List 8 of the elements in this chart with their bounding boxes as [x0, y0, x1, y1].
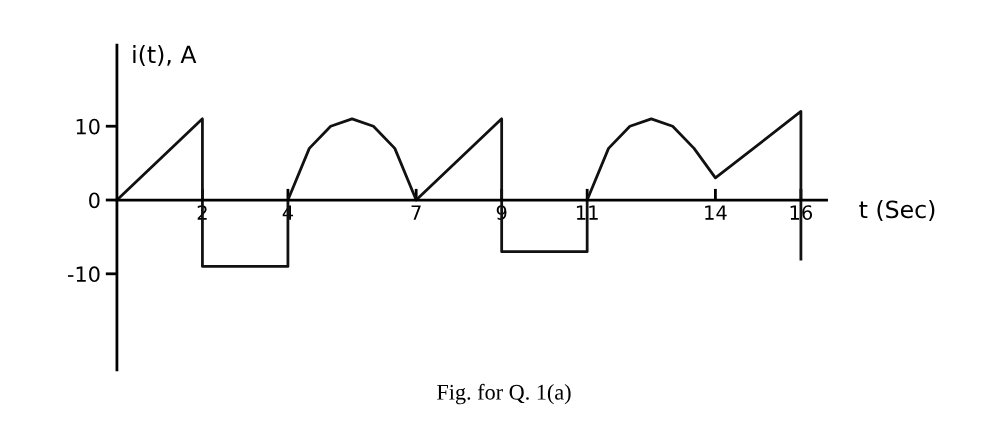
y-tick-label: 0: [89, 192, 100, 209]
y-tick-label: 10: [76, 118, 100, 135]
x-axis-title: t (Sec): [859, 200, 935, 222]
text: Fig. for Q. 1(a): [437, 383, 571, 405]
x-tick-label: 14: [705, 205, 727, 220]
x-tick-label: 7: [411, 205, 421, 220]
y-tick-label: -10: [67, 266, 100, 283]
y-axis-title: i(t), A: [133, 45, 197, 67]
